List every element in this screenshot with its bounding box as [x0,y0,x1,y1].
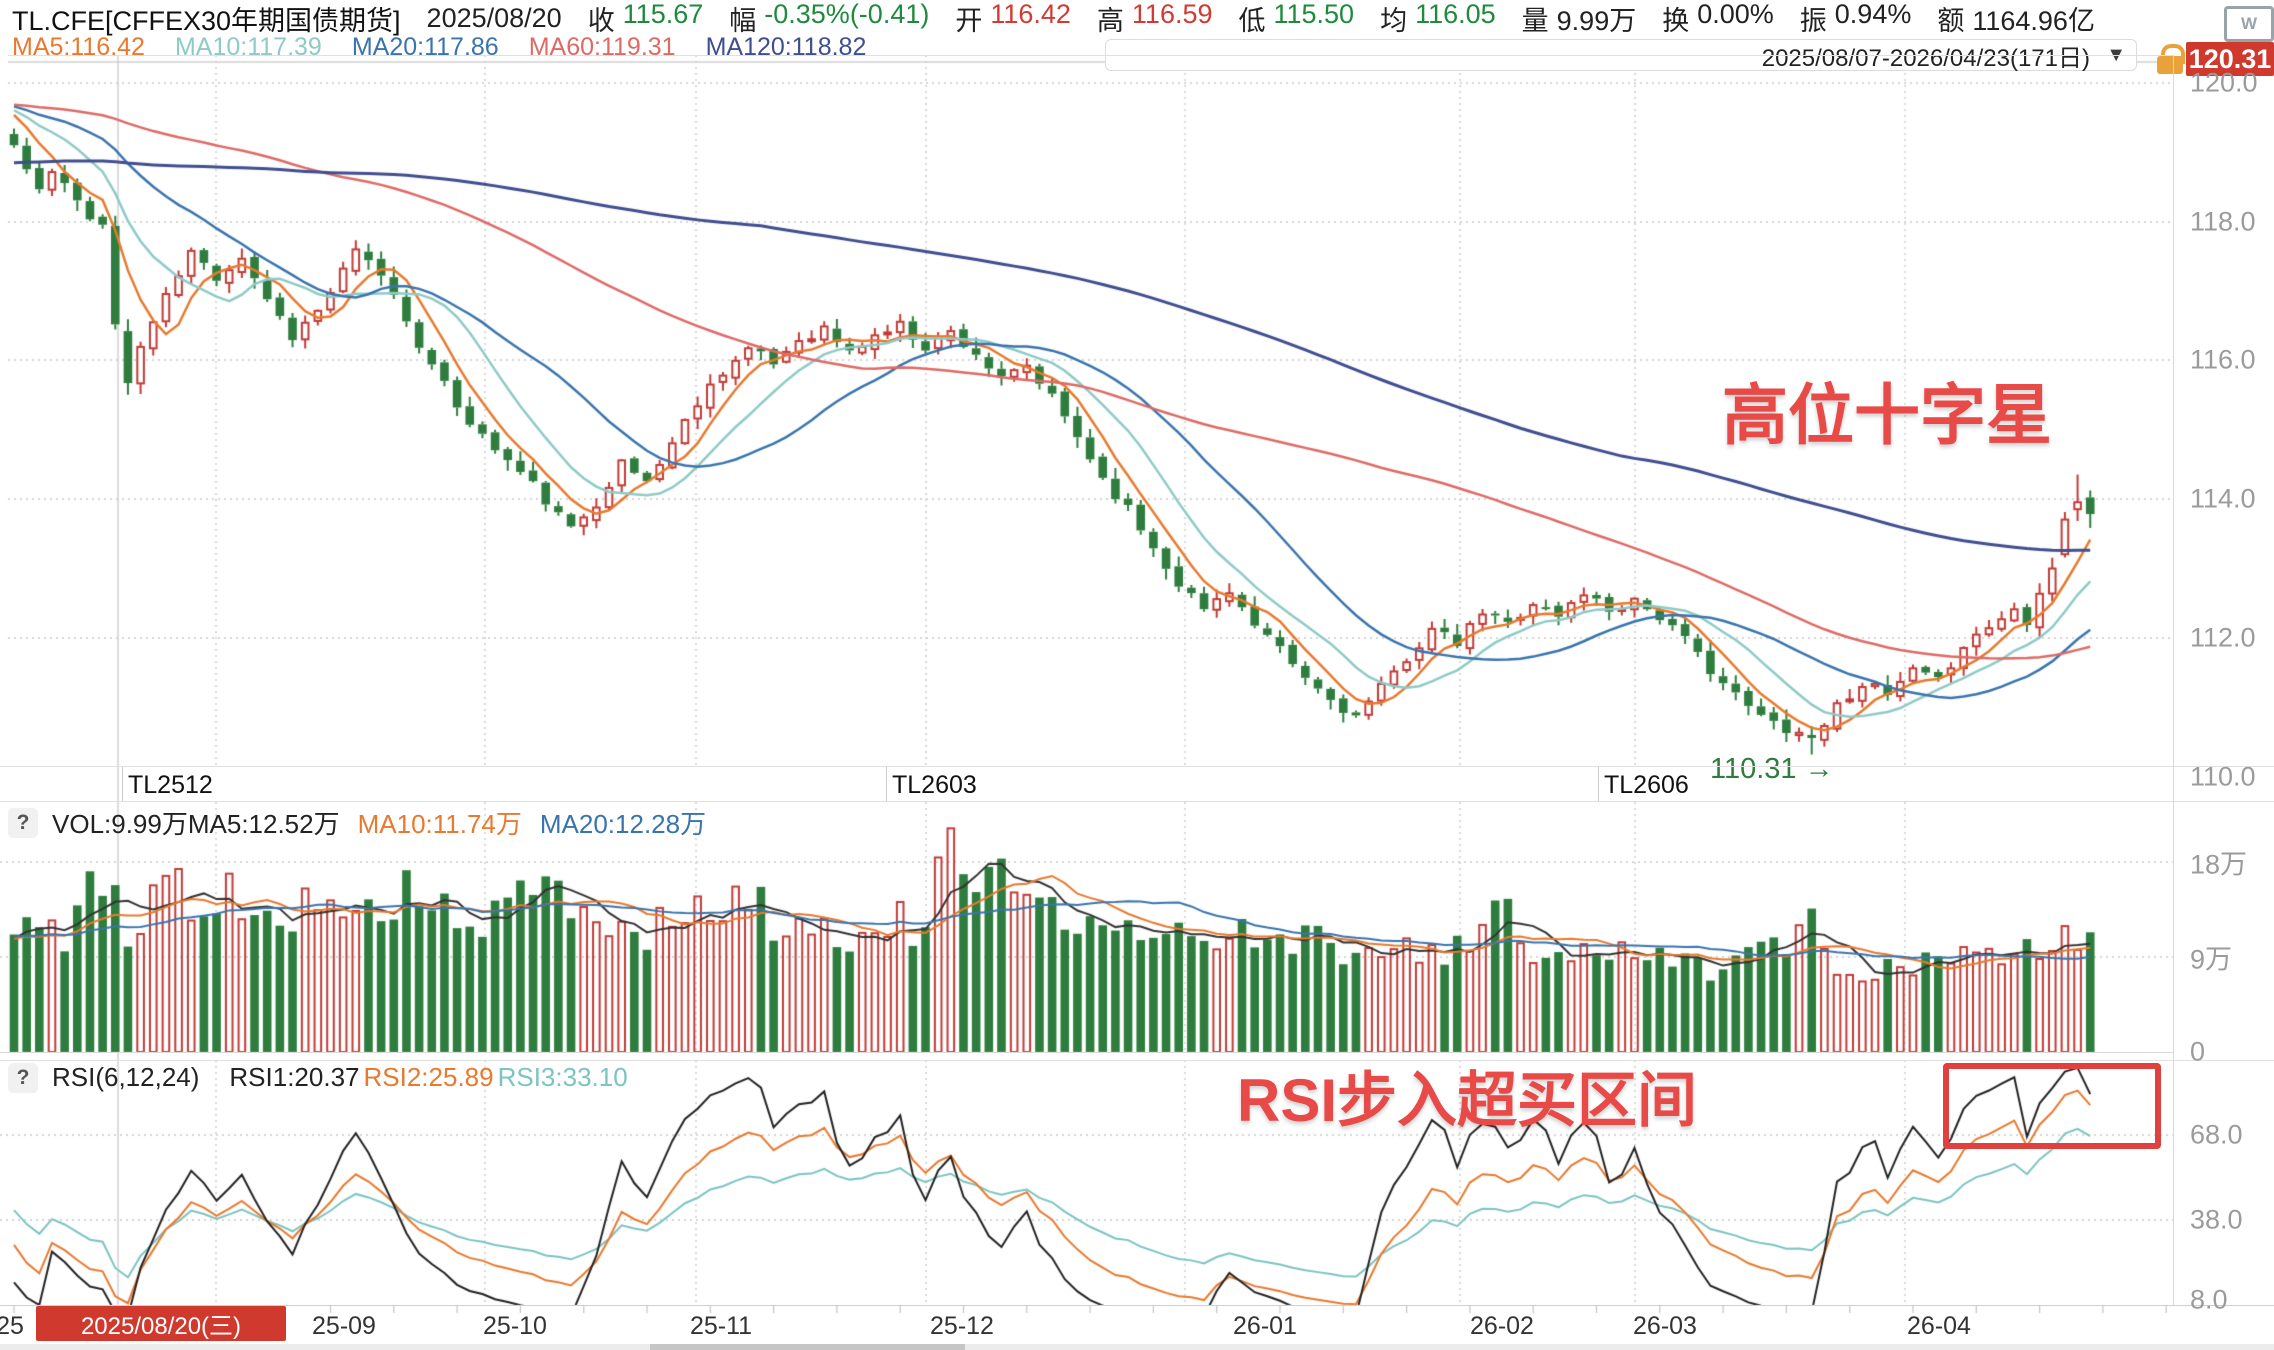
lock-icon [2161,44,2185,64]
rsi-overbought-annotation: RSI步入超买区间 [1237,1067,1698,1134]
quote-field-量: 量 9.99万 [1521,5,1637,36]
quote-field-低: 低 115.50 [1238,0,1355,36]
crosshair-date-badge: 2025/08/20(三) [36,1306,286,1341]
quote-field-开: 开 116.42 [955,0,1071,36]
rsi-pane-top [0,1060,2274,1061]
pane-legend-item: RSI1:20.37 [229,1062,360,1092]
price-axis-label: 116.0 [2190,344,2256,375]
pane-legend-item: RSI(6,12,24) [52,1062,200,1092]
quote-field-额: 额 1164.96亿 [1937,5,2095,36]
volume-axis-label: 9万 [2190,944,2233,975]
help-icon[interactable]: ? [8,807,38,838]
scrollbar-track[interactable] [0,1344,2274,1350]
monitor-icon[interactable]: W [2224,6,2274,42]
time-axis-label: 25-09 [312,1312,376,1340]
time-axis-label: 25-11 [689,1312,753,1340]
ma-legend: MA5:116.42 MA10:117.39 MA20:117.86 MA60:119… [12,33,866,61]
pane-legend-item: VOL:9.99万MA5:12.52万 [52,809,340,839]
price-axis-label: 112.0 [2190,622,2256,653]
pane-legend-item: RSI3:33.10 [497,1062,628,1092]
volume-legend: VOL:9.99万MA5:12.52万 MA10:11.74万 MA20:12.28… [38,804,706,841]
ma-legend-item: MA20:117.86 [351,32,499,61]
contract-label: TL2606 [1604,771,1689,799]
contract-divider [886,767,887,801]
volume-axis-label: 18万 [2190,849,2248,880]
contract-strip-bottom [0,801,2274,802]
lock-icon-body [2157,56,2183,74]
quote-fields: 收 115.67 幅 -0.35%(-0.41) 开 116.42 高 116.59 低 115.… [588,0,2095,38]
price-axis-label: 110.0 [2190,761,2256,792]
contract-label: TL2512 [128,771,213,799]
rsi-legend: RSI(6,12,24) RSI1:20.37 RSI2:25.89 RSI3:33.… [38,1062,628,1093]
price-axis-label: 114.0 [2190,483,2256,514]
ma-legend-item: MA10:117.39 [174,32,322,61]
contract-divider [1598,767,1599,801]
quote-header: TL.CFE[CFFEX30年期国债期货] 2025/08/20 收 115.67… [12,0,2095,36]
price-axis-border [2173,55,2174,1305]
rsi-axis-label: 38.0 [2190,1204,2243,1235]
date-range-text: 2025/08/07-2026/04/23(171日) [1761,44,2090,72]
ma-legend-item: MA5:116.42 [12,32,145,61]
volume-pane-header: ? VOL:9.99万MA5:12.52万 MA10:11.74万 MA20:12.… [8,804,706,841]
crosshair-price-badge: 120.31 [2186,42,2274,76]
symbol-title: TL.CFE[CFFEX30年期国债期货] [12,5,401,36]
pane-legend-item: MA10:11.74万 [357,809,522,839]
chart-top-border [8,55,2173,56]
scrollbar-thumb[interactable] [650,1344,965,1350]
pane-legend-item: MA20:12.28万 [539,809,707,839]
time-axis-label: 25-10 [483,1312,547,1340]
time-axis-label: 26-03 [1633,1312,1697,1340]
rsi-pane-header: ? RSI(6,12,24) RSI1:20.37 RSI2:25.89 RSI3:3… [8,1062,628,1093]
quote-field-收: 收 115.67 [587,0,704,36]
rsi-highlight-box [1943,1063,2161,1149]
quote-field-换: 换 0.00% [1662,0,1774,36]
time-axis-label: 26-02 [1470,1312,1534,1340]
time-axis-label: 26-01 [1233,1312,1297,1340]
quote-field-振: 振 0.94% [1799,0,1912,36]
contract-strip-top [0,766,2274,767]
time-axis-label: 26-04 [1907,1312,1971,1340]
rsi-axis-label: 8.0 [2190,1284,2228,1315]
time-axis-label: 25-12 [930,1312,994,1340]
price-axis-label: 120.0 [2190,67,2258,98]
quote-field-幅: 幅 -0.35%(-0.41) [729,0,930,36]
contract-divider [122,767,123,801]
quote-field-均: 均 116.05 [1380,0,1496,36]
quote-field-高: 高 116.59 [1096,0,1213,36]
doji-annotation: 高位十字星 [1722,378,2052,452]
price-axis-label: 118.0 [2190,206,2256,237]
time-axis-label: 25 [0,1312,24,1340]
ma-legend-item: MA60:119.31 [528,32,676,61]
rsi-axis-label: 68.0 [2190,1119,2243,1150]
volume-axis-label: 0 [2190,1036,2206,1067]
time-axis-top [0,1305,2274,1306]
volume-baseline [0,1052,2173,1053]
pane-legend-item: RSI2:25.89 [363,1062,494,1092]
contract-label: TL2603 [892,771,977,799]
ma-legend-item: MA120:118.82 [705,32,867,61]
help-icon[interactable]: ? [8,1062,38,1093]
lowest-price-annotation: 110.31 → [1710,753,1834,785]
quote-date: 2025/08/20 [426,2,562,33]
